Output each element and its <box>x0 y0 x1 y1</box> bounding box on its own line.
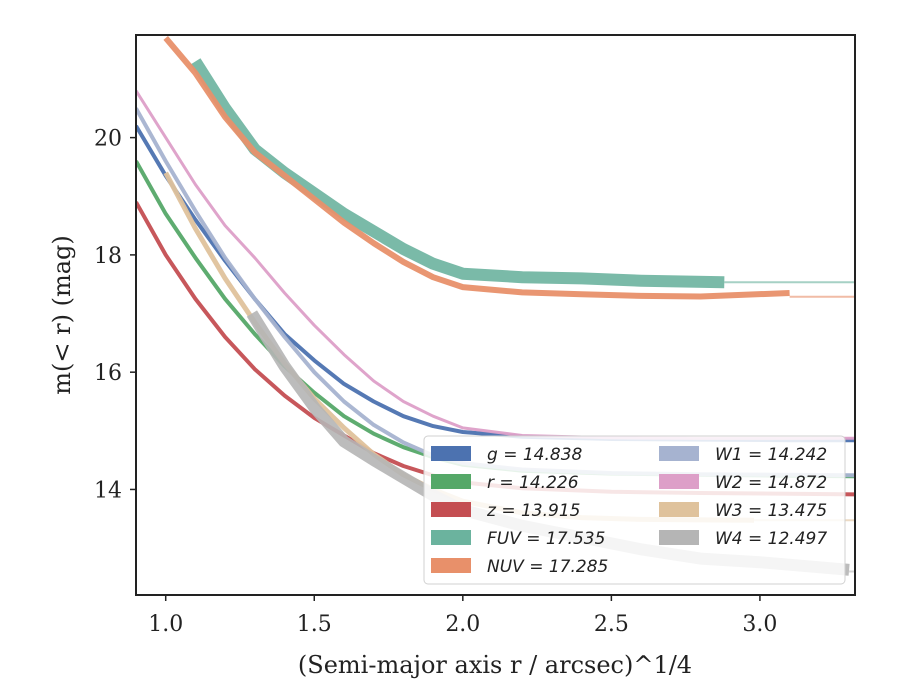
y-axis-label: m(< r) (mag) <box>48 235 76 394</box>
y-tick-label: 20 <box>94 127 122 152</box>
legend-swatch-z <box>431 502 471 517</box>
legend-label-w1: W1 = 14.242 <box>715 445 827 465</box>
legend-label-z: z = 13.915 <box>486 501 580 521</box>
x-tick-label: 3.0 <box>742 612 777 637</box>
plot-frame <box>135 34 856 596</box>
legend-swatch-w1 <box>659 446 699 461</box>
legend-box <box>423 435 846 585</box>
series-line-nuv <box>163 35 790 300</box>
x-tick-label: 2.5 <box>594 612 629 637</box>
legend-swatch-w4 <box>659 530 699 545</box>
legend-label-w4: W4 = 12.497 <box>715 529 827 549</box>
legend-label-nuv: NUV = 17.285 <box>487 557 608 577</box>
legend-swatch-w2 <box>659 474 699 489</box>
x-tick-label: 1.5 <box>297 612 332 637</box>
x-tick-label: 1.0 <box>148 612 183 637</box>
x-axis-label: (Semi-major axis r / arcsec)^1/4 <box>298 651 692 679</box>
y-tick-label: 14 <box>94 478 122 503</box>
legend-swatch-g <box>431 446 471 461</box>
legend-swatch-r <box>431 474 471 489</box>
y-tick-label: 16 <box>94 361 122 386</box>
legend-label-g: g = 14.838 <box>487 445 583 465</box>
legend-label-fuv: FUV = 17.535 <box>487 529 605 549</box>
ticks-layer: 1.0 1.5 2.0 2.5 3.0 14 16 18 20 <box>94 127 777 637</box>
legend-label-w3: W3 = 13.475 <box>715 501 827 521</box>
legend-label-w2: W2 = 14.872 <box>715 473 827 493</box>
legend-label-r: r = 14.226 <box>487 473 579 493</box>
series-line-fuv <box>190 58 725 289</box>
x-tick-label: 2.0 <box>445 612 480 637</box>
series-line-r <box>136 160 855 479</box>
legend-swatch-w3 <box>659 502 699 517</box>
legend-swatch-nuv <box>431 558 471 573</box>
y-tick-label: 18 <box>94 244 122 269</box>
legend-swatch-fuv <box>431 530 471 545</box>
legend: g = 14.838 r = 14.226 z = 13.915 FUV = 17.5… <box>423 435 846 585</box>
